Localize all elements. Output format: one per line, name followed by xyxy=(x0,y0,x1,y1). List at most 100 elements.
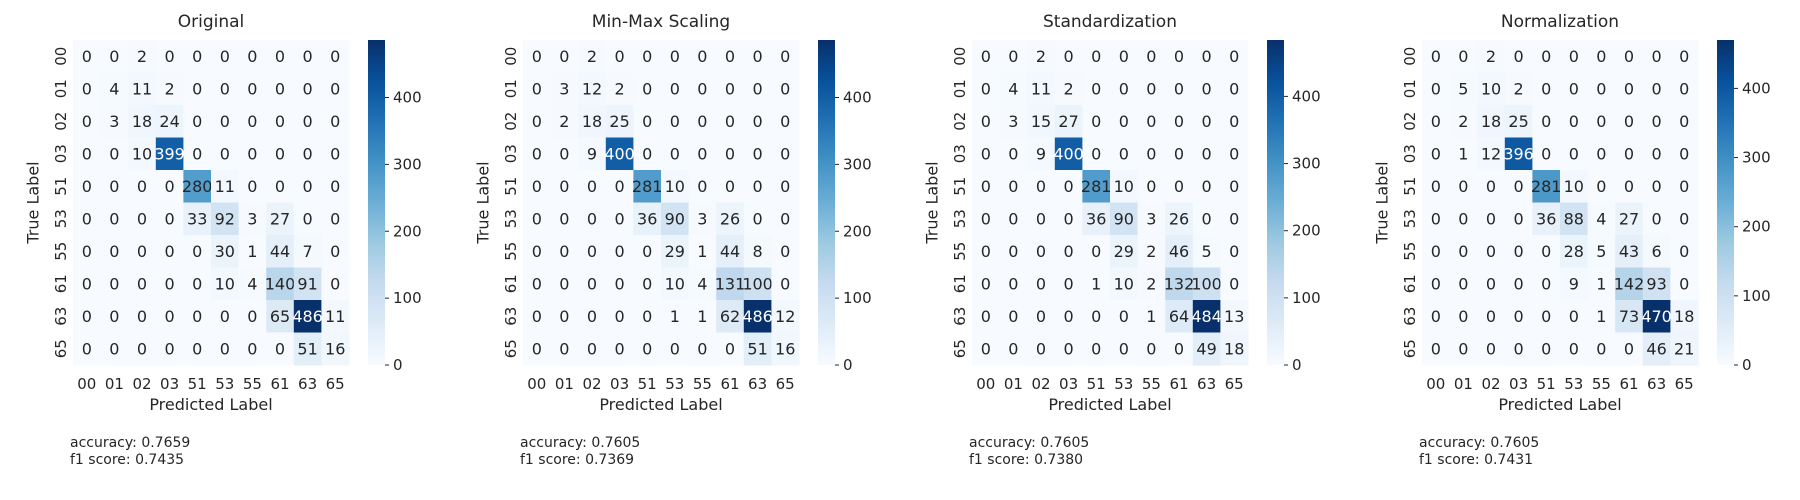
heatmap-cell xyxy=(1670,267,1699,301)
heatmap-cell xyxy=(293,72,322,106)
cell-value-label: 0 xyxy=(1202,209,1212,228)
cell-value-label: 0 xyxy=(192,307,202,326)
cell-value-label: 10 xyxy=(665,177,685,196)
colorbar-tick-label: 0 xyxy=(393,356,403,374)
heatmap-cell xyxy=(1422,202,1451,236)
cell-value-label: 0 xyxy=(780,209,790,228)
heatmap-cell xyxy=(266,332,295,366)
cell-value-label: 93 xyxy=(1646,274,1666,293)
cell-value-label: 92 xyxy=(215,209,235,228)
heatmap-cell xyxy=(1615,40,1644,73)
cell-value-label: 0 xyxy=(1458,47,1468,66)
heatmap-cell xyxy=(211,40,240,73)
cell-value-label: 13 xyxy=(1224,307,1244,326)
heatmap-cell xyxy=(73,170,102,203)
heatmap-cell xyxy=(1532,170,1561,203)
heatmap-cell xyxy=(293,137,322,171)
heatmap-cell xyxy=(128,40,157,73)
cell-value-label: 0 xyxy=(615,274,625,293)
cell-value-label: 0 xyxy=(1514,177,1524,196)
heatmap-cell xyxy=(1587,105,1616,138)
cell-value-label: 0 xyxy=(1541,47,1551,66)
cell-value-label: 0 xyxy=(642,79,652,98)
cell-value-label: 0 xyxy=(1652,112,1662,131)
cell-value-label: 0 xyxy=(559,144,569,163)
cell-value-label: 0 xyxy=(1458,307,1468,326)
cell-value-label: 0 xyxy=(1458,177,1468,196)
x-tick-label: 61 xyxy=(720,375,739,393)
cell-value-label: 0 xyxy=(725,144,735,163)
heatmap-cell xyxy=(1192,72,1221,106)
cell-value-label: 0 xyxy=(220,144,230,163)
heatmap-cell xyxy=(1615,202,1644,236)
heatmap-cell xyxy=(321,332,350,366)
colorbar-tick-label: 300 xyxy=(1292,155,1321,173)
heatmap-cell xyxy=(550,235,579,268)
cell-value-label: 0 xyxy=(1541,307,1551,326)
heatmap-cell xyxy=(1054,332,1083,366)
cell-value-label: 0 xyxy=(981,47,991,66)
cell-value-label: 0 xyxy=(697,177,707,196)
cell-value-label: 0 xyxy=(1036,177,1046,196)
cell-value-label: 88 xyxy=(1564,209,1584,228)
heatmap-cell xyxy=(73,300,102,333)
x-tick-label: 65 xyxy=(1675,375,1694,393)
cell-value-label: 0 xyxy=(981,307,991,326)
heatmap-cell xyxy=(1110,105,1139,138)
cell-value-label: 30 xyxy=(215,242,235,261)
cell-value-label: 0 xyxy=(82,307,92,326)
panel-title: Normalization xyxy=(1501,12,1619,32)
cell-value-label: 0 xyxy=(109,307,119,326)
cell-value-label: 0 xyxy=(1514,339,1524,358)
cell-value-label: 36 xyxy=(637,209,657,228)
heatmap-cell xyxy=(321,202,350,236)
heatmap-cell xyxy=(73,235,102,268)
heatmap-cell xyxy=(578,202,607,236)
heatmap-cell xyxy=(999,235,1028,268)
y-tick-label: 53 xyxy=(951,209,969,228)
cell-value-label: 27 xyxy=(270,209,290,228)
cell-value-label: 0 xyxy=(303,112,313,131)
cell-value-label: 0 xyxy=(82,242,92,261)
heatmap-cell xyxy=(266,300,295,333)
heatmap-cell xyxy=(1615,72,1644,106)
heatmap-cell xyxy=(743,137,772,171)
heatmap-cell xyxy=(605,137,634,171)
heatmap-cell xyxy=(155,235,184,268)
heatmap-cell xyxy=(238,170,267,203)
cell-value-label: 0 xyxy=(780,177,790,196)
heatmap-cell xyxy=(211,170,240,203)
cell-value-label: 0 xyxy=(1146,47,1156,66)
cell-value-label: 1 xyxy=(697,242,707,261)
cell-value-label: 10 xyxy=(665,274,685,293)
cell-value-label: 0 xyxy=(275,47,285,66)
heatmap-cell xyxy=(211,235,240,268)
cell-value-label: 0 xyxy=(165,209,175,228)
cell-value-label: 0 xyxy=(82,112,92,131)
accuracy-text: accuracy: 0.7605 xyxy=(969,435,1089,451)
heatmap-cell xyxy=(1054,40,1083,73)
heatmap-cell xyxy=(633,235,662,268)
cell-value-label: 0 xyxy=(82,209,92,228)
cell-value-label: 0 xyxy=(1064,274,1074,293)
heatmap-cell xyxy=(771,170,800,203)
heatmap-cell xyxy=(972,202,1001,236)
cell-value-label: 0 xyxy=(1431,112,1441,131)
heatmap-cell xyxy=(661,72,690,106)
cell-value-label: 0 xyxy=(303,79,313,98)
heatmap-cell xyxy=(321,300,350,333)
cell-value-label: 0 xyxy=(1514,209,1524,228)
heatmap-cell xyxy=(605,267,634,301)
heatmap-cell xyxy=(661,40,690,73)
heatmap-cell xyxy=(743,72,772,106)
cell-value-label: 0 xyxy=(1458,242,1468,261)
y-tick-label: 55 xyxy=(951,242,969,261)
heatmap-cell xyxy=(238,235,267,268)
heatmap-cell xyxy=(293,40,322,73)
heatmap-cell xyxy=(688,202,717,236)
cell-value-label: 0 xyxy=(753,79,763,98)
cell-value-label: 0 xyxy=(981,79,991,98)
heatmap-cell xyxy=(688,235,717,268)
cell-value-label: 486 xyxy=(292,307,323,326)
x-tick-label: 02 xyxy=(1481,375,1500,393)
